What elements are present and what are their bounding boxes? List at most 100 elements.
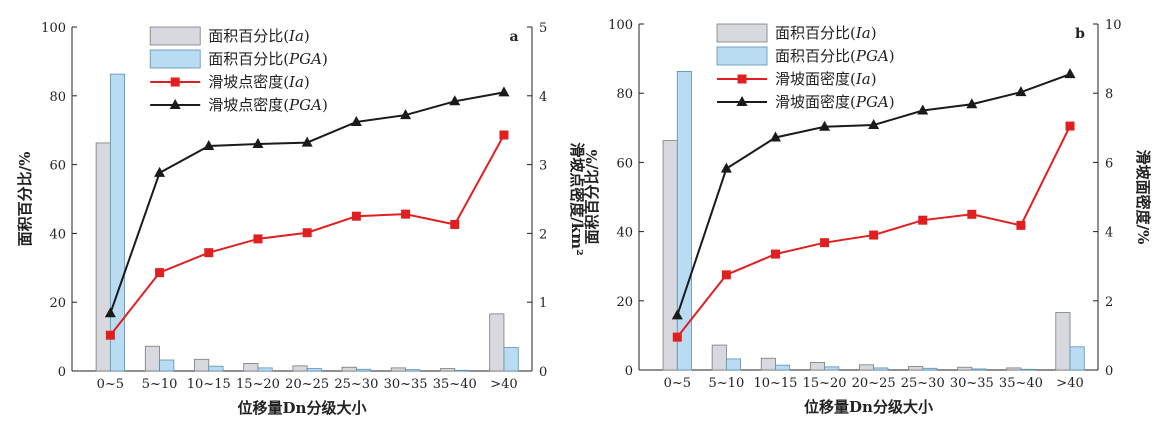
point-density-ia bbox=[204, 248, 214, 258]
legend-label-prefix: 滑坡面密度( bbox=[775, 70, 856, 88]
y-tick-label-left: 0 bbox=[625, 364, 633, 379]
point-density-pga bbox=[1064, 68, 1076, 79]
bar-area-pga bbox=[922, 367, 938, 371]
legend-label-suffix: ) bbox=[871, 70, 877, 88]
legend-label-suffix: ) bbox=[889, 47, 895, 65]
bar-area-ia bbox=[144, 345, 160, 372]
x-axis-label: 位移量Dn分级大小 bbox=[804, 398, 933, 416]
bar-area-ia bbox=[292, 365, 308, 372]
point-density-ia bbox=[672, 332, 682, 342]
point-density-pga bbox=[252, 137, 264, 148]
x-tick-label: 35~40 bbox=[433, 377, 477, 392]
y-tick-label-left: 60 bbox=[49, 159, 66, 174]
legend-label-prefix: 滑坡面密度( bbox=[775, 93, 856, 111]
x-tick-label: 25~30 bbox=[901, 376, 945, 391]
legend-marker-density-pga bbox=[169, 99, 181, 109]
x-tick-label: 5~10 bbox=[142, 377, 178, 392]
x-tick-label: 15~20 bbox=[803, 376, 847, 391]
y-tick-label-right: 2 bbox=[539, 227, 547, 242]
bar-area-pga bbox=[208, 365, 224, 372]
point-density-pga bbox=[966, 98, 978, 109]
x-tick-label: 25~30 bbox=[334, 377, 378, 392]
legend-label-symbol: PGA bbox=[855, 47, 889, 65]
y-tick-label-left: 40 bbox=[49, 227, 66, 242]
point-density-pga bbox=[917, 104, 929, 115]
legend-label-prefix: 滑坡点密度( bbox=[208, 73, 289, 91]
bar-area-pga bbox=[159, 359, 175, 372]
point-density-pga bbox=[301, 136, 313, 147]
y-tick-label-right: 10 bbox=[1105, 18, 1122, 33]
point-density-ia bbox=[499, 130, 509, 140]
bar-area-pga bbox=[355, 368, 372, 372]
bar-area-ia bbox=[957, 366, 973, 371]
y-tick-label-left: 60 bbox=[616, 156, 633, 171]
legend-label-symbol: Ia bbox=[288, 73, 304, 91]
point-density-pga bbox=[868, 119, 880, 130]
x-tick-label: 20~25 bbox=[285, 377, 329, 392]
y-tick-label-left: 0 bbox=[58, 365, 66, 380]
point-density-pga bbox=[203, 140, 215, 151]
bar-area-pga bbox=[306, 368, 322, 372]
x-axis-label: 位移量Dn分级大小 bbox=[238, 399, 367, 417]
y-tick-label-right: 4 bbox=[539, 90, 547, 105]
bar-area-pga bbox=[725, 358, 742, 371]
point-density-ia bbox=[253, 234, 263, 244]
bar-area-ia bbox=[1006, 367, 1022, 371]
bar-area-ia bbox=[243, 363, 259, 372]
point-density-pga bbox=[400, 109, 412, 120]
y-tick-label-right: 5 bbox=[539, 21, 547, 36]
bar-area-ia bbox=[440, 368, 456, 372]
legend-swatch-area-ia bbox=[716, 23, 768, 43]
panel-label: b bbox=[1075, 26, 1085, 42]
legend-label-suffix: ) bbox=[871, 24, 877, 42]
y-axis-label-left: 面积百分比/% bbox=[583, 150, 601, 245]
y-tick-label-left: 20 bbox=[616, 295, 633, 310]
point-density-ia bbox=[1065, 121, 1075, 131]
bar-area-ia bbox=[489, 313, 505, 372]
legend-label-prefix: 面积百分比( bbox=[775, 47, 856, 65]
legend-marker-density-pga bbox=[736, 96, 748, 106]
point-density-pga bbox=[671, 309, 683, 320]
y-axis-label-right: 滑坡点密度/km² bbox=[568, 142, 586, 255]
x-tick-label: 20~25 bbox=[852, 376, 896, 391]
bar-area-pga bbox=[676, 71, 692, 371]
x-tick-label: 10~15 bbox=[187, 377, 231, 392]
bar-area-ia bbox=[341, 366, 357, 372]
panel-label: a bbox=[509, 29, 518, 45]
point-density-pga bbox=[769, 131, 781, 142]
y-tick-label-right: 2 bbox=[1105, 295, 1113, 310]
y-tick-label-right: 4 bbox=[1105, 226, 1113, 241]
x-tick-label: 15~20 bbox=[236, 377, 280, 392]
y-tick-label-right: 3 bbox=[539, 159, 547, 174]
y-axis-label-right: 滑坡面密度/% bbox=[1134, 150, 1152, 245]
legend-swatch-area-ia bbox=[149, 26, 201, 46]
legend-label-symbol: PGA bbox=[288, 50, 322, 68]
bar-area-ia bbox=[1055, 312, 1071, 371]
legend-label-symbol: PGA bbox=[855, 93, 889, 111]
legend-label-suffix: ) bbox=[304, 73, 310, 91]
y-tick-label-right: 6 bbox=[1105, 156, 1113, 171]
point-density-ia bbox=[967, 209, 977, 219]
line-density-pga bbox=[109, 91, 505, 314]
legend-label: 滑坡点密度(Ia) bbox=[208, 73, 310, 91]
point-density-pga bbox=[449, 95, 461, 106]
y-tick-label-right: 8 bbox=[1105, 87, 1113, 102]
legend-swatch-area-pga bbox=[149, 49, 201, 69]
point-density-ia bbox=[770, 249, 780, 259]
legend-swatch-area-pga bbox=[716, 46, 768, 66]
bar-area-ia bbox=[859, 364, 875, 371]
x-tick-label: 5~10 bbox=[709, 376, 745, 391]
bar-area-pga bbox=[1069, 346, 1085, 371]
x-tick-label: 35~40 bbox=[999, 376, 1043, 391]
bar-area-pga bbox=[503, 347, 519, 372]
bar-area-ia bbox=[809, 361, 825, 371]
y-tick-label-left: 80 bbox=[616, 87, 633, 102]
point-density-ia bbox=[401, 209, 411, 219]
bar-area-pga bbox=[405, 369, 421, 372]
y-axis-label-left: 面积百分比/% bbox=[16, 152, 34, 247]
point-density-pga bbox=[350, 115, 362, 126]
point-density-ia bbox=[721, 270, 731, 280]
legend-label-symbol: PGA bbox=[288, 96, 322, 114]
bar-area-ia bbox=[390, 367, 406, 372]
